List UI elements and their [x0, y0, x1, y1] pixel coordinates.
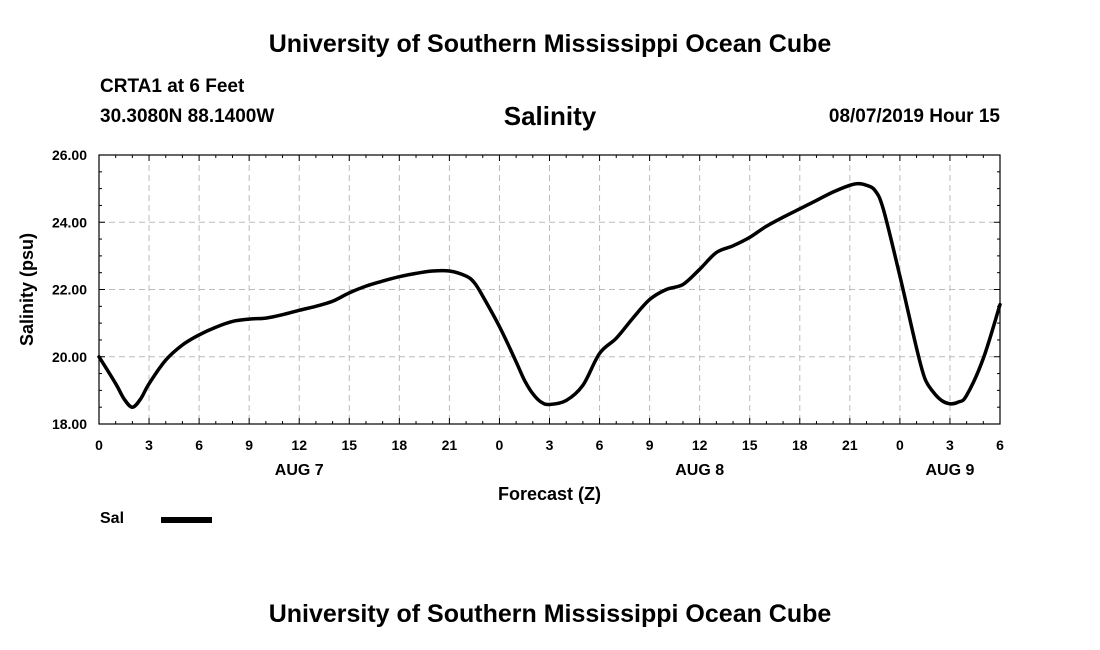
x-tick-label: 18: [392, 437, 408, 453]
y-tick-label: 20.00: [52, 349, 87, 365]
legend-label: Sal: [100, 510, 125, 527]
x-tick-label: 3: [546, 437, 554, 453]
x-tick-label: 6: [596, 437, 604, 453]
y-axis-title: Salinity (psu): [17, 233, 37, 346]
legend-swatch: [161, 517, 212, 523]
station-name: CRTA1 at 6 Feet: [100, 76, 245, 97]
x-tick-label: 15: [742, 437, 758, 453]
chart-title: Salinity: [503, 101, 597, 131]
x-tick-label: 0: [95, 437, 103, 453]
grid-lines: [99, 155, 1000, 424]
bottom-title: University of Southern Mississippi Ocean…: [268, 600, 832, 628]
x-tick-label: 6: [996, 437, 1004, 453]
forecast-datetime: 08/07/2019 Hour 15: [828, 106, 1000, 127]
axis-ticks: [98, 154, 1001, 425]
axis-tick-labels: 0 3 6 9 12 15 18 21 0 3 6 9 12 15 18 21 0 3 6 18.00 20.00 22.…: [52, 147, 1004, 479]
x-tick-label: 3: [946, 437, 954, 453]
station-coordinates: 30.3080N 88.1400W: [100, 106, 275, 127]
x-tick-label: 15: [341, 437, 357, 453]
x-tick-label: 18: [792, 437, 808, 453]
x-tick-label: 12: [291, 437, 307, 453]
top-title: University of Southern Mississippi Ocean…: [268, 30, 832, 58]
x-tick-label: 12: [692, 437, 708, 453]
y-tick-label: 22.00: [52, 282, 87, 298]
x-tick-label: 9: [245, 437, 253, 453]
x-tick-label: 21: [842, 437, 858, 453]
x-axis-title: Forecast (Z): [498, 484, 601, 504]
x-tick-label: 3: [145, 437, 153, 453]
series-line-sal: [97, 181, 1002, 409]
x-tick-label: 6: [195, 437, 203, 453]
day-label: AUG 7: [275, 462, 324, 479]
x-tick-label: 9: [646, 437, 654, 453]
y-tick-label: 24.00: [52, 214, 87, 230]
day-label: AUG 8: [675, 462, 724, 479]
x-tick-label: 0: [496, 437, 504, 453]
x-tick-label: 21: [442, 437, 458, 453]
y-tick-label: 18.00: [52, 416, 87, 432]
x-tick-label: 0: [896, 437, 904, 453]
day-label: AUG 9: [925, 462, 974, 479]
y-tick-label: 26.00: [52, 147, 87, 163]
